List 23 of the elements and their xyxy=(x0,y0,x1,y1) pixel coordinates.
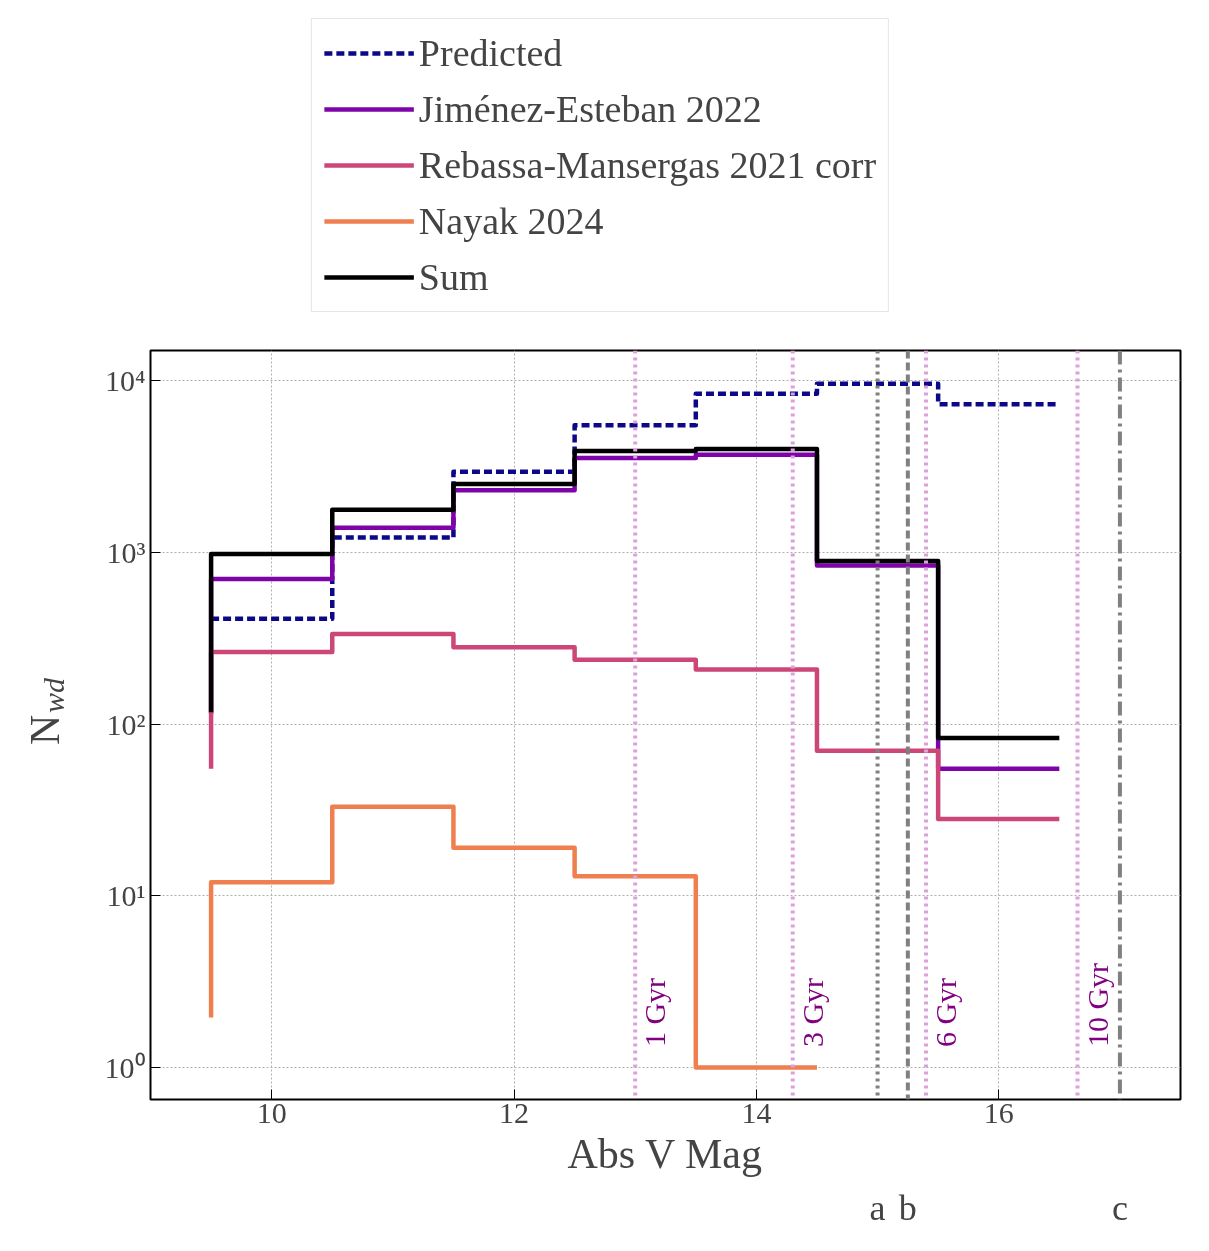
y-tick-label: 10⁰ xyxy=(104,1050,146,1084)
legend-label: Nayak 2024 xyxy=(418,199,604,243)
x-tick-label: 10 xyxy=(256,1095,287,1129)
y-tick-label: 10³ xyxy=(106,535,146,569)
ref-line-label: c xyxy=(1111,1187,1128,1228)
x-tick-label: 12 xyxy=(499,1095,530,1129)
x-tick-label: 16 xyxy=(983,1095,1014,1129)
y-tick-label: 10¹ xyxy=(106,879,146,913)
y-tick-label: 10² xyxy=(106,707,146,741)
y-tick-label: 10⁴ xyxy=(105,364,146,398)
ref-line-label: 3 Gyr xyxy=(795,977,829,1048)
ref-line-label: 6 Gyr xyxy=(929,977,963,1048)
y-axis-title: Nwd xyxy=(21,676,70,745)
legend-label: Sum xyxy=(418,255,489,299)
x-tick-label: 14 xyxy=(741,1095,772,1129)
ref-line-label: 1 Gyr xyxy=(638,977,672,1048)
x-axis-title: Abs V Mag xyxy=(567,1130,762,1177)
ref-line-label: a xyxy=(869,1187,886,1228)
ref-line-label: 10 Gyr xyxy=(1080,962,1114,1048)
legend-label: Jiménez-Esteban 2022 xyxy=(418,87,762,131)
ref-line-label: b xyxy=(898,1187,917,1228)
legend-label: Predicted xyxy=(418,31,563,75)
legend-label: Rebassa-Mansergas 2021 corr xyxy=(418,143,877,187)
